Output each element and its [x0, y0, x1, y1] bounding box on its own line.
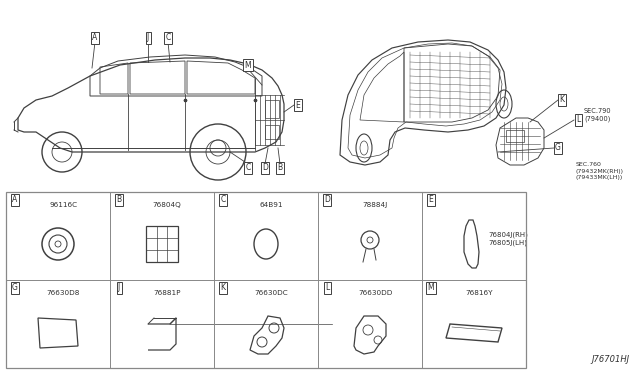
Text: A: A: [12, 196, 18, 205]
Bar: [506, 130, 524, 142]
Text: E: E: [296, 100, 300, 109]
Text: M: M: [428, 283, 435, 292]
Text: D: D: [262, 164, 268, 173]
Text: 76816Y: 76816Y: [465, 290, 493, 296]
Text: B: B: [277, 164, 283, 173]
Text: L: L: [325, 283, 329, 292]
Bar: [265, 100, 279, 118]
Text: M: M: [244, 61, 252, 70]
Bar: [265, 125, 279, 139]
Text: J: J: [147, 33, 149, 42]
Text: C: C: [245, 164, 251, 173]
Text: A: A: [92, 33, 98, 42]
Text: 78884J: 78884J: [363, 202, 388, 208]
Text: SEC.760
(79432MK(RH))
(79433MK(LH)): SEC.760 (79432MK(RH)) (79433MK(LH)): [576, 162, 624, 180]
Text: 76881P: 76881P: [154, 290, 181, 296]
Text: 76804Q: 76804Q: [153, 202, 182, 208]
Text: J76701HJ: J76701HJ: [592, 355, 630, 364]
Bar: [146, 226, 178, 262]
Bar: [6, 192, 526, 368]
Text: B: B: [116, 196, 122, 205]
Text: K: K: [559, 96, 564, 105]
Text: 76630D8: 76630D8: [47, 290, 80, 296]
Text: G: G: [12, 283, 18, 292]
Text: G: G: [555, 144, 561, 153]
Text: 96116C: 96116C: [49, 202, 77, 208]
Text: J: J: [118, 283, 120, 292]
Text: 64B91: 64B91: [259, 202, 283, 208]
Text: 76630DD: 76630DD: [358, 290, 392, 296]
Text: SEC.790
(79400): SEC.790 (79400): [584, 108, 612, 122]
Text: C: C: [220, 196, 226, 205]
Text: K: K: [221, 283, 225, 292]
Text: 76630DC: 76630DC: [254, 290, 288, 296]
Text: L: L: [576, 115, 580, 125]
Text: E: E: [429, 196, 433, 205]
Text: D: D: [324, 196, 330, 205]
Text: C: C: [165, 33, 171, 42]
Text: 76804J(RH)
76805J(LH): 76804J(RH) 76805J(LH): [488, 232, 528, 246]
